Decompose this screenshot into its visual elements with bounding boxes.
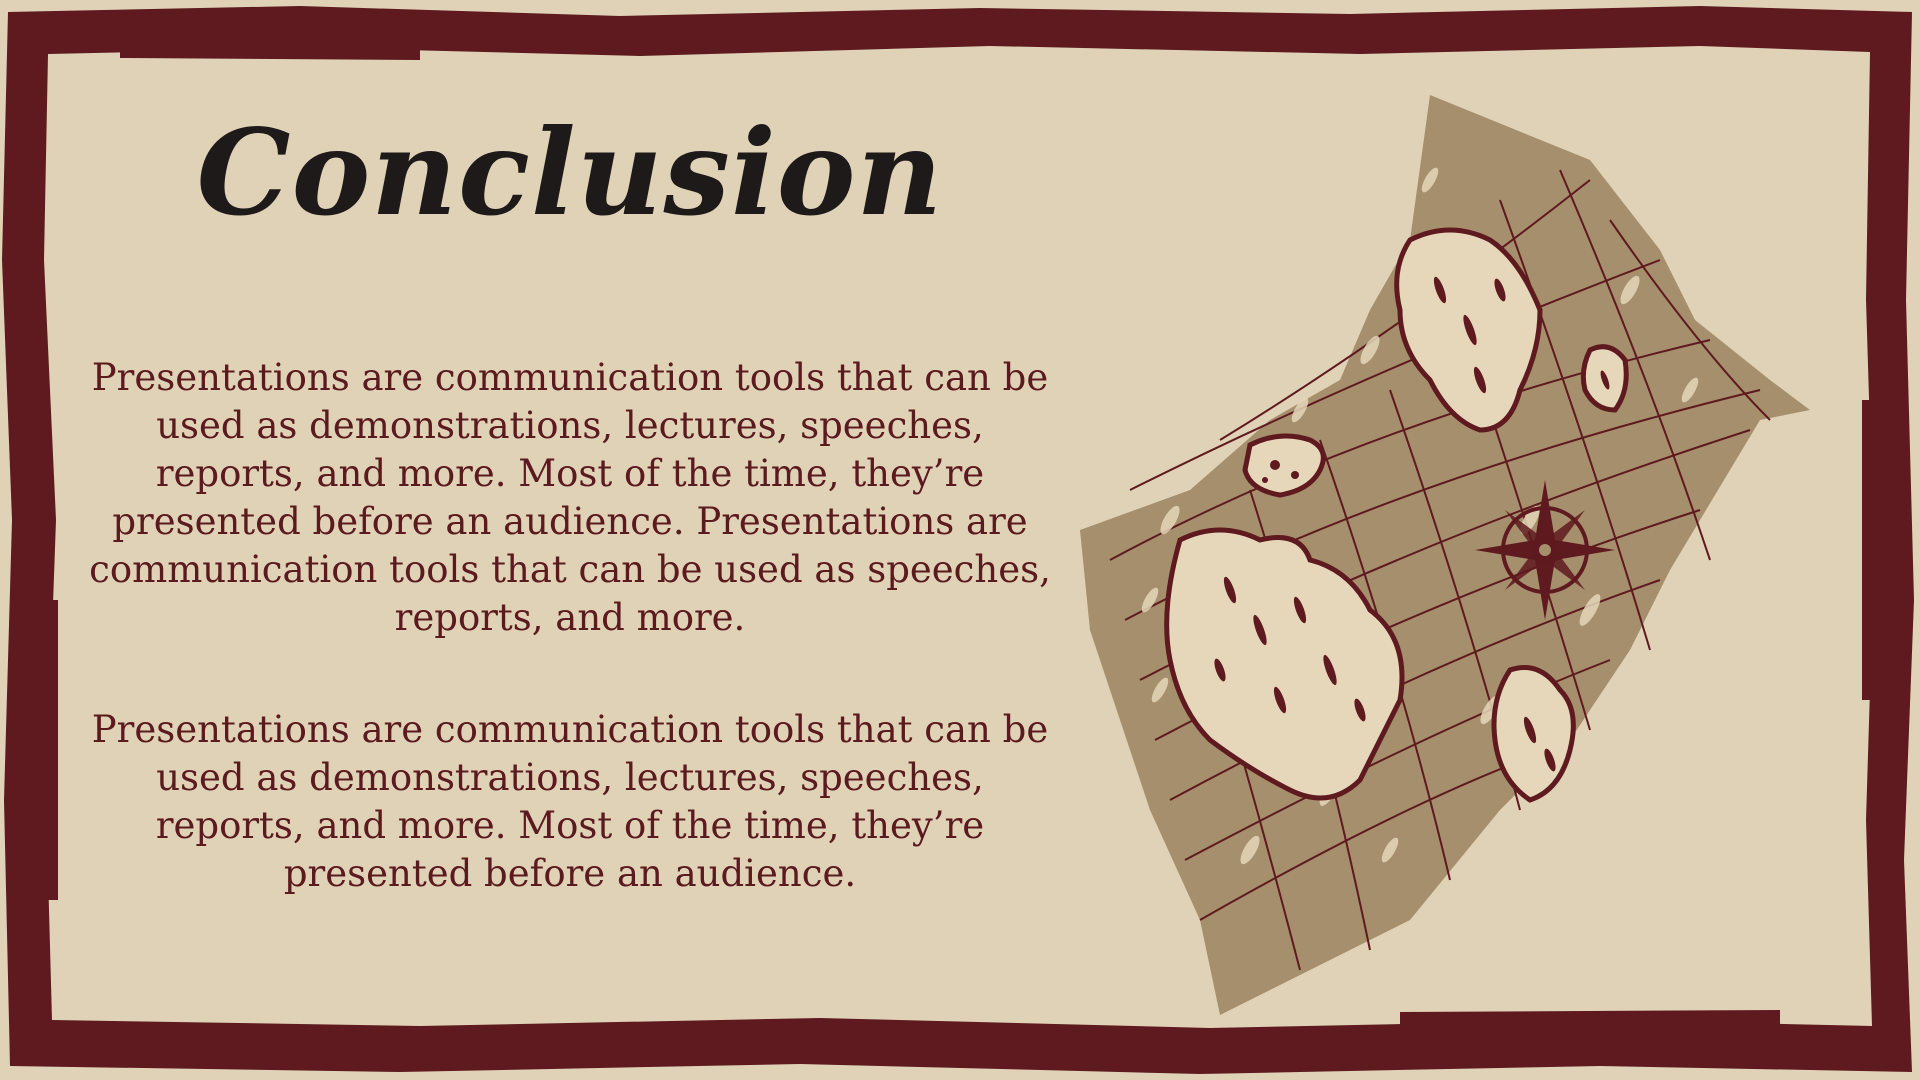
body-paragraph-2: Presentations are communication tools th…	[91, 708, 1049, 895]
body-paragraph-1: Presentations are communication tools th…	[89, 356, 1051, 639]
treasure-map-icon	[1080, 95, 1810, 1015]
slide-title: Conclusion	[196, 103, 944, 242]
compass-rose-icon	[1475, 480, 1615, 620]
